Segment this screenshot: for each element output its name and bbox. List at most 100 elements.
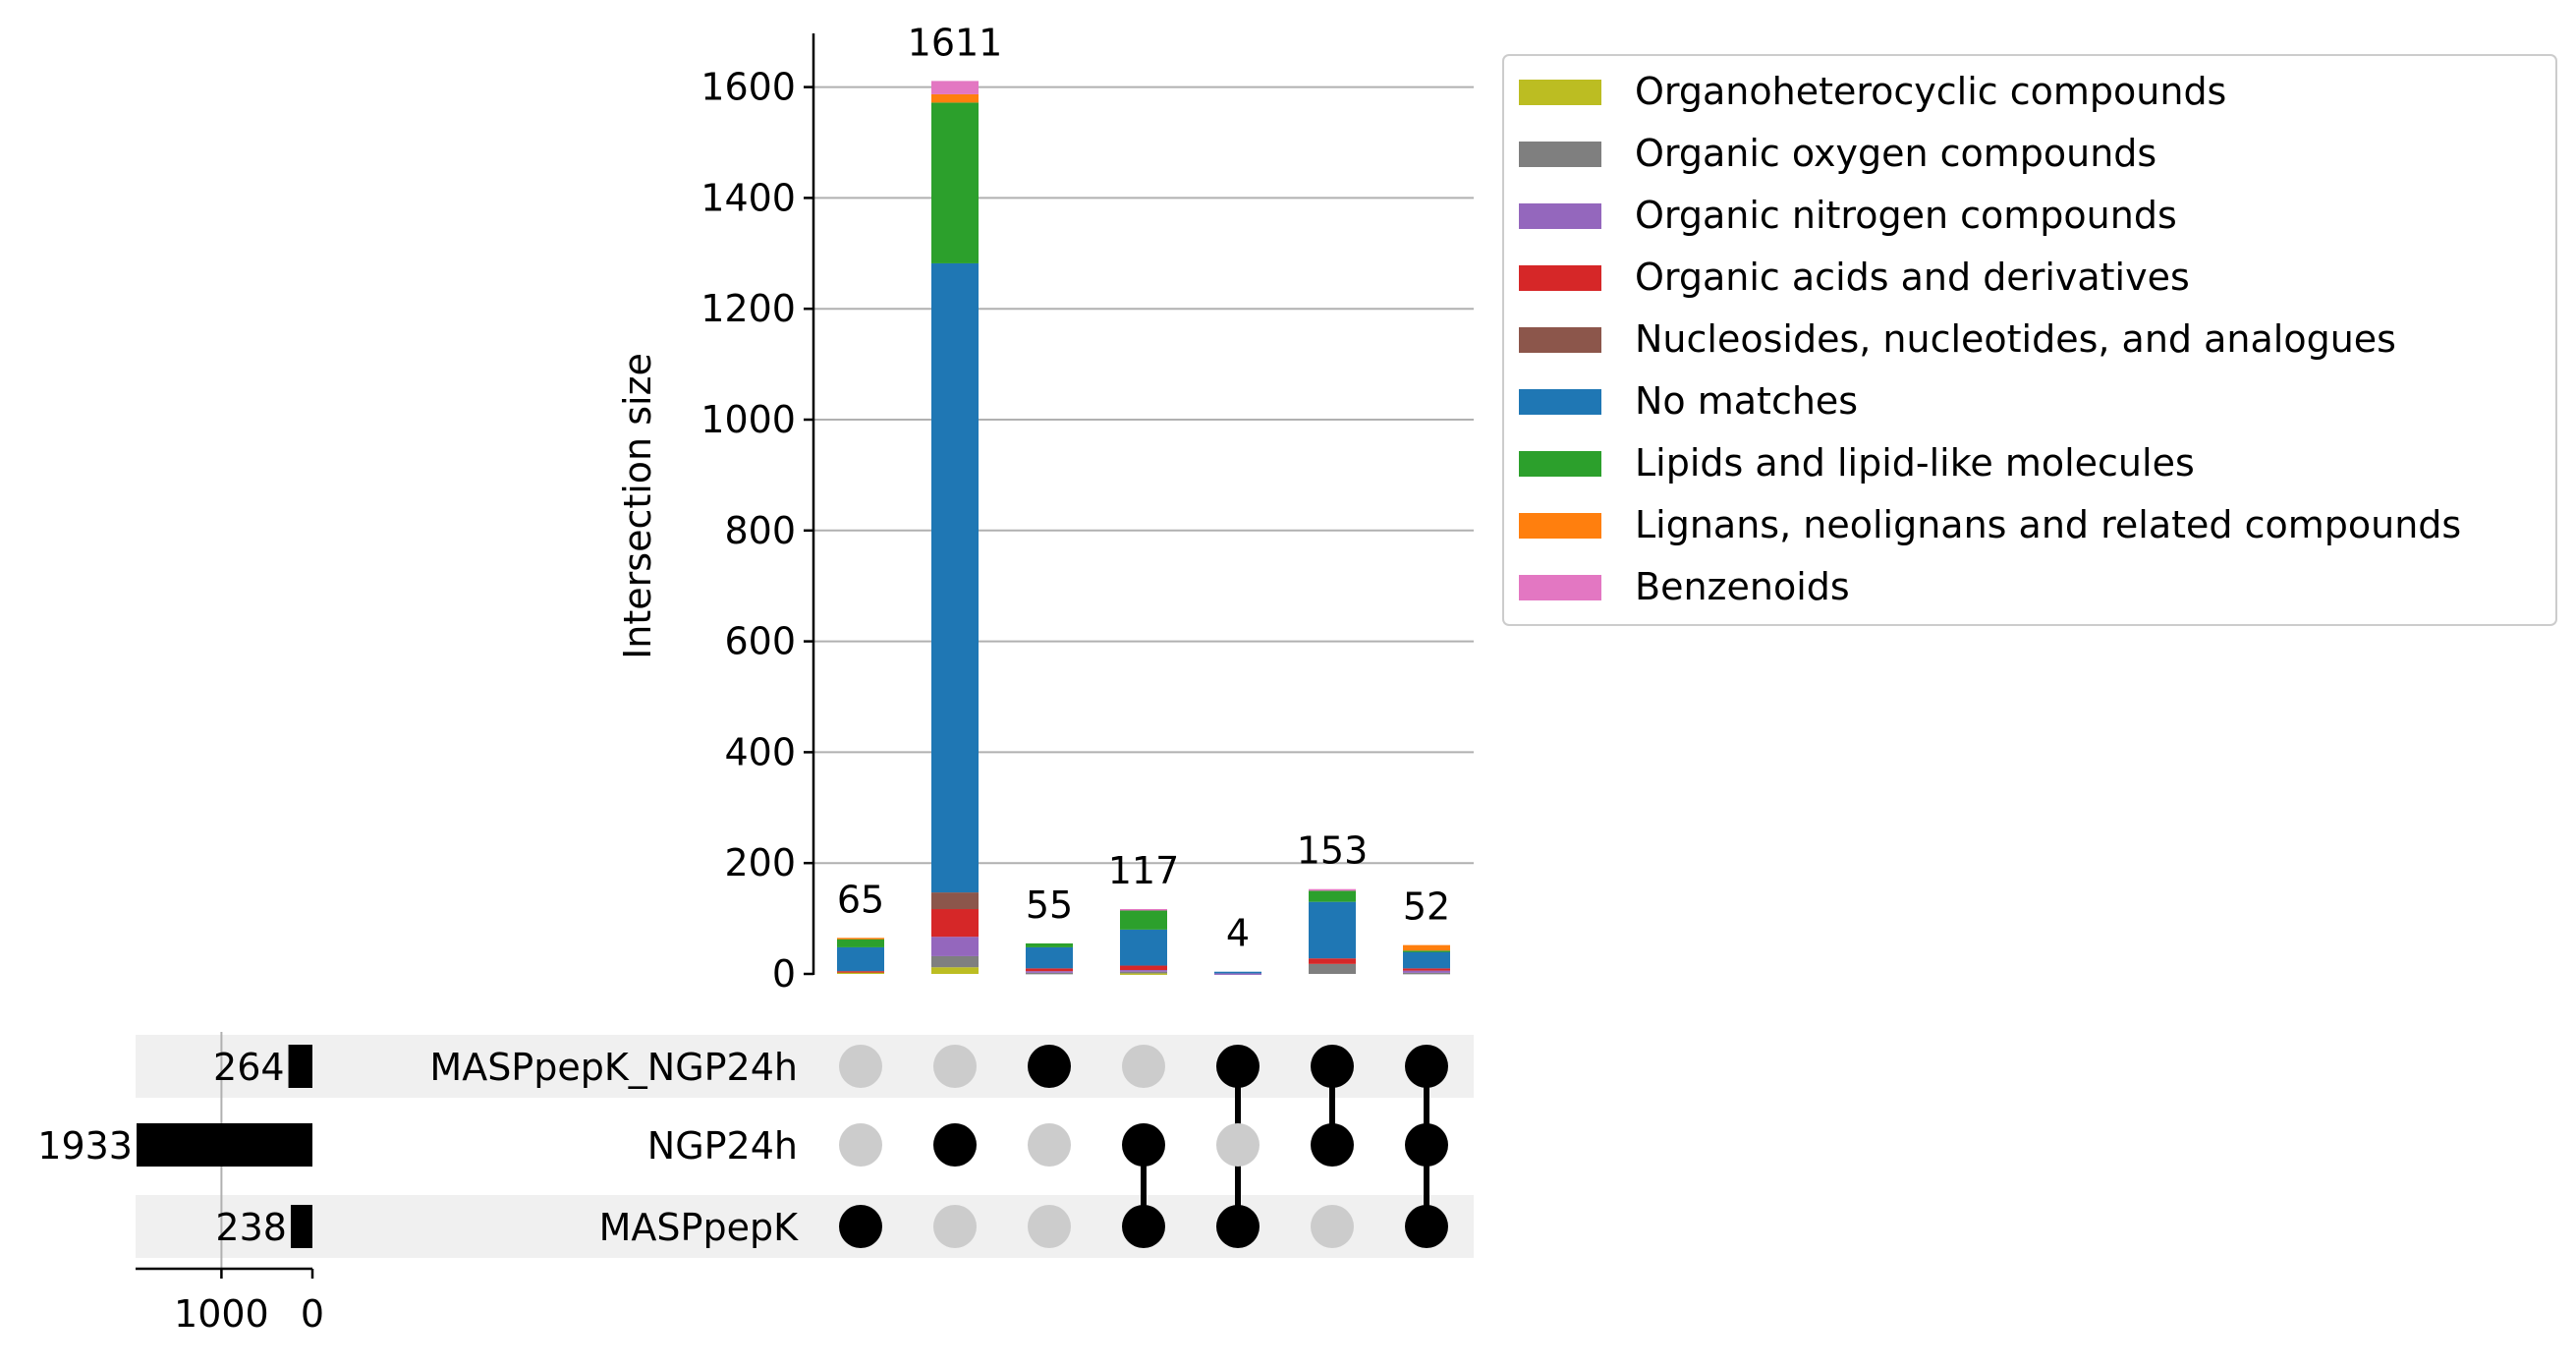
legend-label: Organic nitrogen compounds bbox=[1635, 194, 2177, 237]
bar-total-label: 1611 bbox=[908, 21, 1003, 64]
legend-label: No matches bbox=[1635, 379, 1858, 423]
matrix-dot-active bbox=[1405, 1045, 1448, 1088]
bar-segment bbox=[1403, 972, 1450, 975]
bar-segment bbox=[1309, 901, 1356, 959]
set-name-label: NGP24h bbox=[647, 1124, 798, 1168]
bar-segment bbox=[1309, 888, 1356, 891]
bar-total-label: 153 bbox=[1297, 829, 1369, 873]
legend-swatch bbox=[1519, 203, 1601, 229]
legend-swatch bbox=[1519, 513, 1601, 539]
bar-segment bbox=[837, 946, 884, 972]
matrix-dot-active bbox=[1311, 1045, 1354, 1088]
bar-segment bbox=[1026, 971, 1073, 973]
bar-segment bbox=[1120, 965, 1167, 971]
matrix-dot-inactive bbox=[933, 1205, 977, 1248]
bar-segment bbox=[1403, 970, 1450, 973]
bar-segment bbox=[1309, 958, 1356, 964]
y-tick-label: 400 bbox=[724, 730, 796, 773]
y-tick-label: 1400 bbox=[700, 176, 796, 219]
bar-segment bbox=[1403, 944, 1450, 951]
set-size-label: 238 bbox=[215, 1206, 287, 1249]
set-name-label: MASPpepK_NGP24h bbox=[429, 1046, 798, 1089]
set-size-bar bbox=[288, 1045, 312, 1088]
matrix-dot-active bbox=[1216, 1205, 1260, 1248]
legend-label: Lipids and lipid-like molecules bbox=[1635, 441, 2195, 484]
bar-segment bbox=[1403, 950, 1450, 952]
legend-label: Organic oxygen compounds bbox=[1635, 132, 2156, 175]
matrix-dot-active bbox=[1216, 1045, 1260, 1088]
set-size-tick-label: 1000 bbox=[174, 1292, 269, 1336]
matrix-dot-inactive bbox=[839, 1123, 882, 1167]
matrix-dot-active bbox=[1028, 1045, 1071, 1088]
y-tick-label: 800 bbox=[724, 509, 796, 552]
legend-swatch bbox=[1519, 327, 1601, 353]
set-size-label: 1933 bbox=[37, 1124, 133, 1168]
matrix-dot-active bbox=[839, 1205, 882, 1248]
y-axis-label: Intersection size bbox=[616, 353, 659, 659]
y-tick-label: 200 bbox=[724, 841, 796, 884]
legend-label: Nucleosides, nucleotides, and analogues bbox=[1635, 317, 2396, 361]
bar-segment bbox=[1120, 970, 1167, 972]
legend-label: Organoheterocyclic compounds bbox=[1635, 70, 2226, 113]
matrix-dot-active bbox=[1311, 1123, 1354, 1167]
legend-label: Lignans, neolignans and related compound… bbox=[1635, 503, 2461, 546]
bar-segment bbox=[1120, 910, 1167, 930]
bar-segment bbox=[1026, 946, 1073, 969]
bar-segment bbox=[931, 81, 979, 94]
bar-segment bbox=[1309, 890, 1356, 902]
matrix-dot-inactive bbox=[1122, 1045, 1165, 1088]
matrix-dot-active bbox=[1122, 1123, 1165, 1167]
bar-segment bbox=[1214, 973, 1261, 975]
legend: Organoheterocyclic compounds Organic oxyg… bbox=[1502, 54, 2557, 626]
bar-segment bbox=[1214, 971, 1261, 974]
y-tick-label: 1200 bbox=[700, 287, 796, 330]
bar-segment bbox=[931, 93, 979, 103]
matrix-dot-inactive bbox=[839, 1045, 882, 1088]
legend-box bbox=[1502, 54, 2557, 626]
matrix-row-shade bbox=[136, 1035, 1474, 1098]
matrix-dot-inactive bbox=[933, 1045, 977, 1088]
intersection-bars bbox=[837, 81, 1450, 975]
bar-segment bbox=[1120, 909, 1167, 911]
set-size-bars: 264 1933 238 1000 0 bbox=[37, 1032, 324, 1336]
bar-segment bbox=[1403, 968, 1450, 971]
bar-segment bbox=[931, 909, 979, 938]
y-axis: 0 200 400 600 800 1000 1200 1400 1600 bbox=[700, 33, 815, 996]
bar-segment bbox=[837, 972, 884, 974]
bar-total-label: 55 bbox=[1026, 884, 1073, 927]
set-names: MASPpepK_NGP24h NGP24h MASPpepK bbox=[429, 1046, 799, 1249]
legend-swatch bbox=[1519, 142, 1601, 167]
y-tick-label: 0 bbox=[772, 952, 796, 996]
membership-matrix bbox=[136, 1035, 1474, 1258]
bar-segment bbox=[1309, 963, 1356, 974]
gridlines bbox=[813, 86, 1474, 865]
matrix-dot-inactive bbox=[1311, 1205, 1354, 1248]
matrix-dot-active bbox=[933, 1123, 977, 1167]
bar-segment bbox=[837, 938, 884, 940]
y-tick-label: 1000 bbox=[700, 398, 796, 441]
bar-segment bbox=[1120, 973, 1167, 975]
matrix-dot-inactive bbox=[1028, 1205, 1071, 1248]
y-tick-label: 600 bbox=[724, 620, 796, 663]
legend-swatch bbox=[1519, 451, 1601, 477]
bar-segment bbox=[931, 262, 979, 893]
bar-segment bbox=[931, 892, 979, 910]
bar-total-label: 65 bbox=[837, 878, 884, 921]
bar-segment bbox=[931, 955, 979, 968]
bar-total-label: 52 bbox=[1403, 885, 1450, 929]
bar-total-labels: 65 1611 55 117 4 153 52 bbox=[837, 21, 1450, 954]
bar-segment bbox=[931, 102, 979, 263]
matrix-dot-inactive bbox=[1216, 1123, 1260, 1167]
bar-segment bbox=[931, 937, 979, 956]
matrix-dot-active bbox=[1122, 1205, 1165, 1248]
matrix-dot-inactive bbox=[1028, 1123, 1071, 1167]
bar-segment bbox=[1403, 951, 1450, 969]
matrix-dot-active bbox=[1405, 1205, 1448, 1248]
bar-segment bbox=[1120, 929, 1167, 966]
legend-swatch bbox=[1519, 575, 1601, 600]
bar-segment bbox=[1026, 972, 1073, 975]
bar-segment bbox=[931, 967, 979, 974]
bar-segment bbox=[1120, 971, 1167, 974]
